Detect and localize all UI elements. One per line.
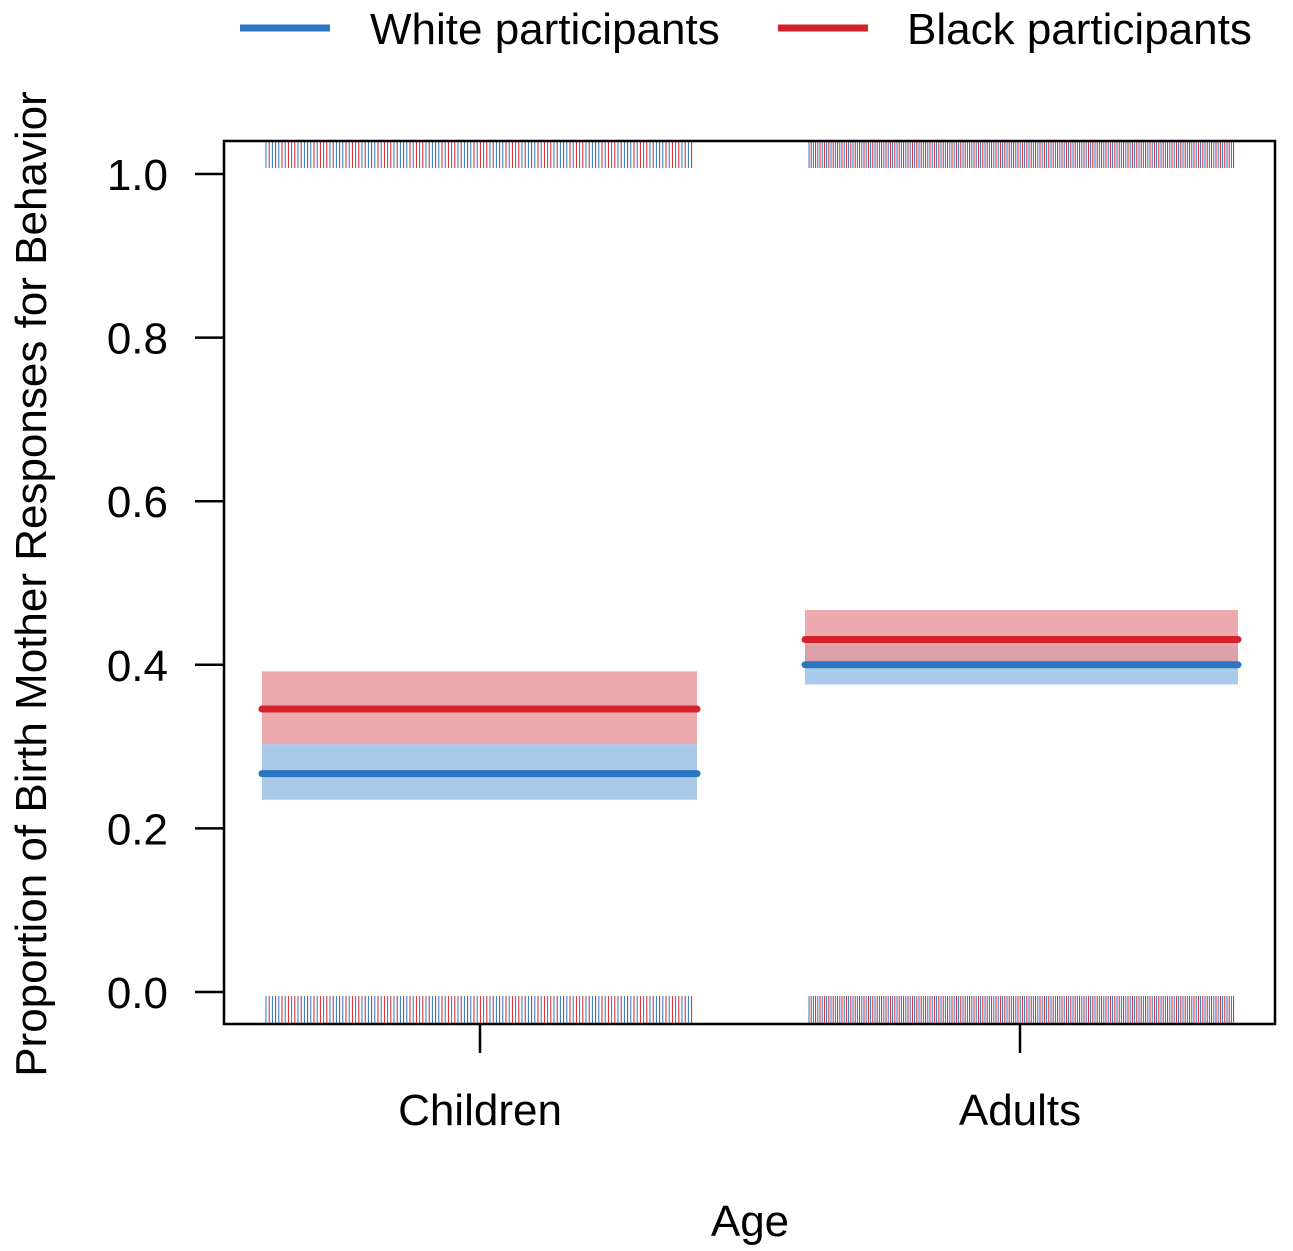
y-tick-label: 0.0 bbox=[107, 969, 168, 1018]
y-tick-label: 0.6 bbox=[107, 478, 168, 527]
y-axis-label: Proportion of Birth Mother Responses for… bbox=[7, 91, 56, 1077]
y-axis: 0.0 0.2 0.4 0.6 0.8 1.0 bbox=[107, 151, 224, 1018]
x-tick-label: Children bbox=[398, 1086, 562, 1135]
x-tick-label: Adults bbox=[959, 1086, 1081, 1135]
x-axis-label: Age bbox=[711, 1197, 789, 1246]
rug-marks bbox=[265, 142, 1235, 1023]
legend: White participants Black participants bbox=[240, 5, 1252, 54]
plot-frame bbox=[222, 139, 1277, 1026]
x-axis: Children Adults bbox=[398, 1024, 1081, 1135]
legend-label-white: White participants bbox=[370, 5, 720, 54]
y-tick-label: 0.2 bbox=[107, 805, 168, 854]
legend-label-black: Black participants bbox=[907, 5, 1252, 54]
y-tick-label: 0.8 bbox=[107, 315, 168, 364]
y-tick-label: 1.0 bbox=[107, 151, 168, 200]
series-lines bbox=[258, 635, 1242, 778]
y-tick-label: 0.4 bbox=[107, 642, 168, 691]
